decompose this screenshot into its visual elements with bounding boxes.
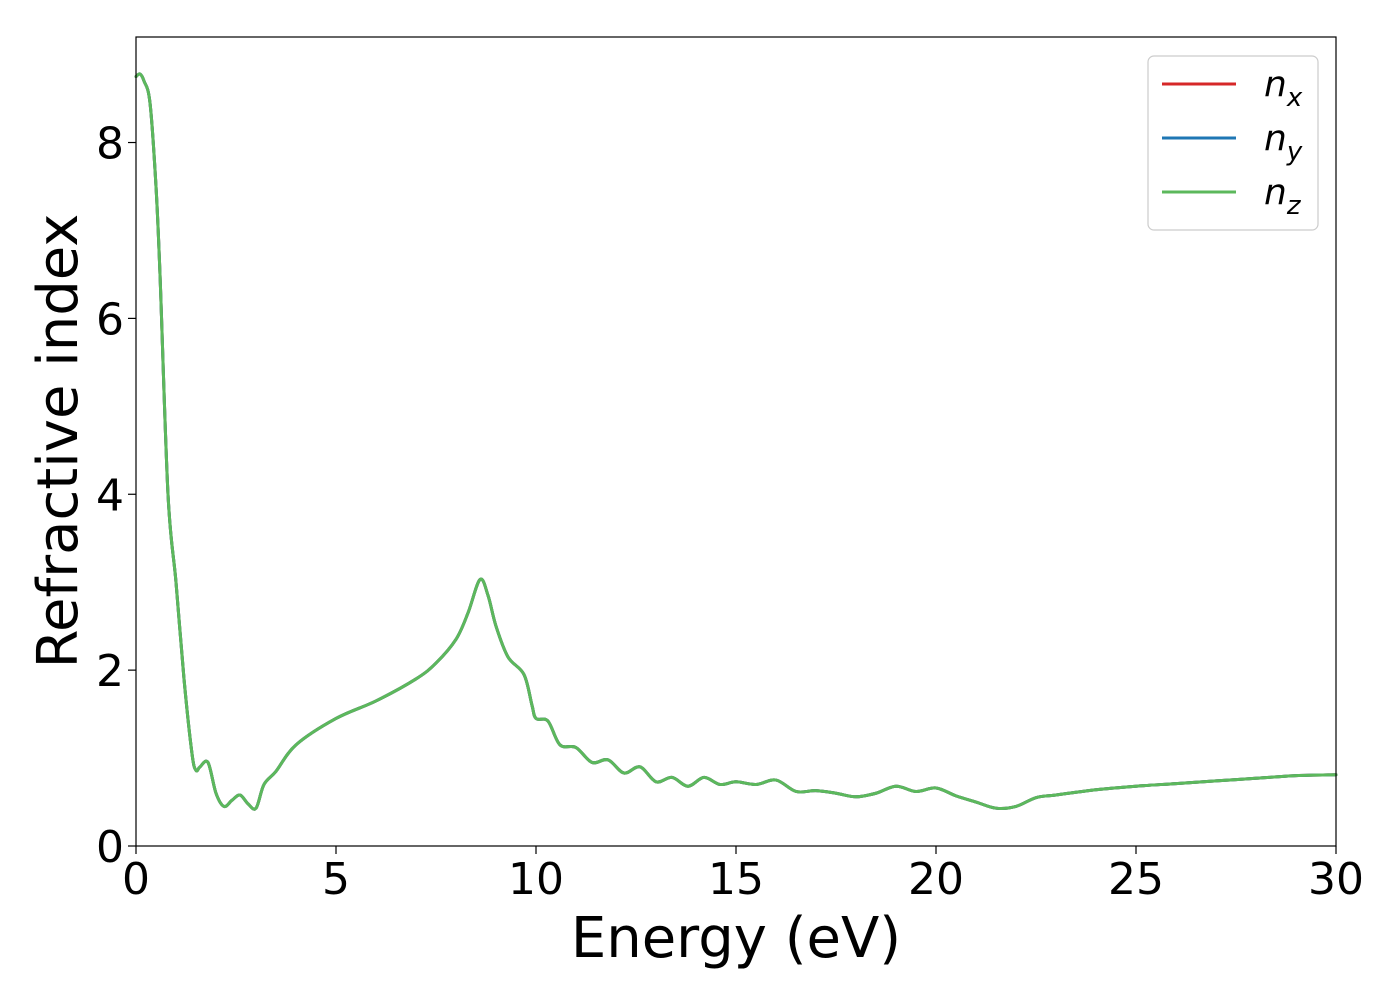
legend-label-x: nx bbox=[1264, 64, 1303, 113]
legend-label-main: n bbox=[1264, 172, 1287, 213]
y-tick-label: 0 bbox=[96, 822, 124, 873]
series-layer bbox=[134, 72, 1338, 811]
x-tick-label: 10 bbox=[508, 854, 564, 905]
x-tick-label: 15 bbox=[708, 854, 764, 905]
legend-label-main: n bbox=[1264, 118, 1287, 159]
legend-label-sub: z bbox=[1286, 191, 1302, 221]
x-axis-title: Energy (eV) bbox=[571, 906, 901, 971]
legend-label-z: nz bbox=[1264, 172, 1302, 221]
legend-label-sub: y bbox=[1286, 137, 1303, 167]
plot-background bbox=[136, 37, 1336, 846]
y-tick-label: 6 bbox=[96, 294, 124, 345]
legend-label-sub: x bbox=[1286, 83, 1303, 113]
y-tick-label: 8 bbox=[96, 119, 124, 170]
y-tick-label: 2 bbox=[96, 646, 124, 697]
x-tick-label: 0 bbox=[122, 854, 150, 905]
y-tick-label: 4 bbox=[96, 470, 124, 521]
y-axis-ticks: 0 2 4 6 8 bbox=[96, 119, 136, 873]
x-tick-label: 5 bbox=[322, 854, 350, 905]
x-tick-label: 25 bbox=[1108, 854, 1164, 905]
y-axis-title: Refractive index bbox=[26, 214, 91, 669]
x-tick-label: 20 bbox=[908, 854, 964, 905]
legend-label-main: n bbox=[1264, 64, 1287, 105]
legend-label-y: ny bbox=[1264, 118, 1303, 167]
legend-box bbox=[1147, 55, 1319, 231]
x-axis-ticks: 0 5 10 15 20 25 30 bbox=[122, 846, 1364, 905]
series-line-z bbox=[134, 72, 1338, 811]
x-tick-label: 30 bbox=[1308, 854, 1364, 905]
